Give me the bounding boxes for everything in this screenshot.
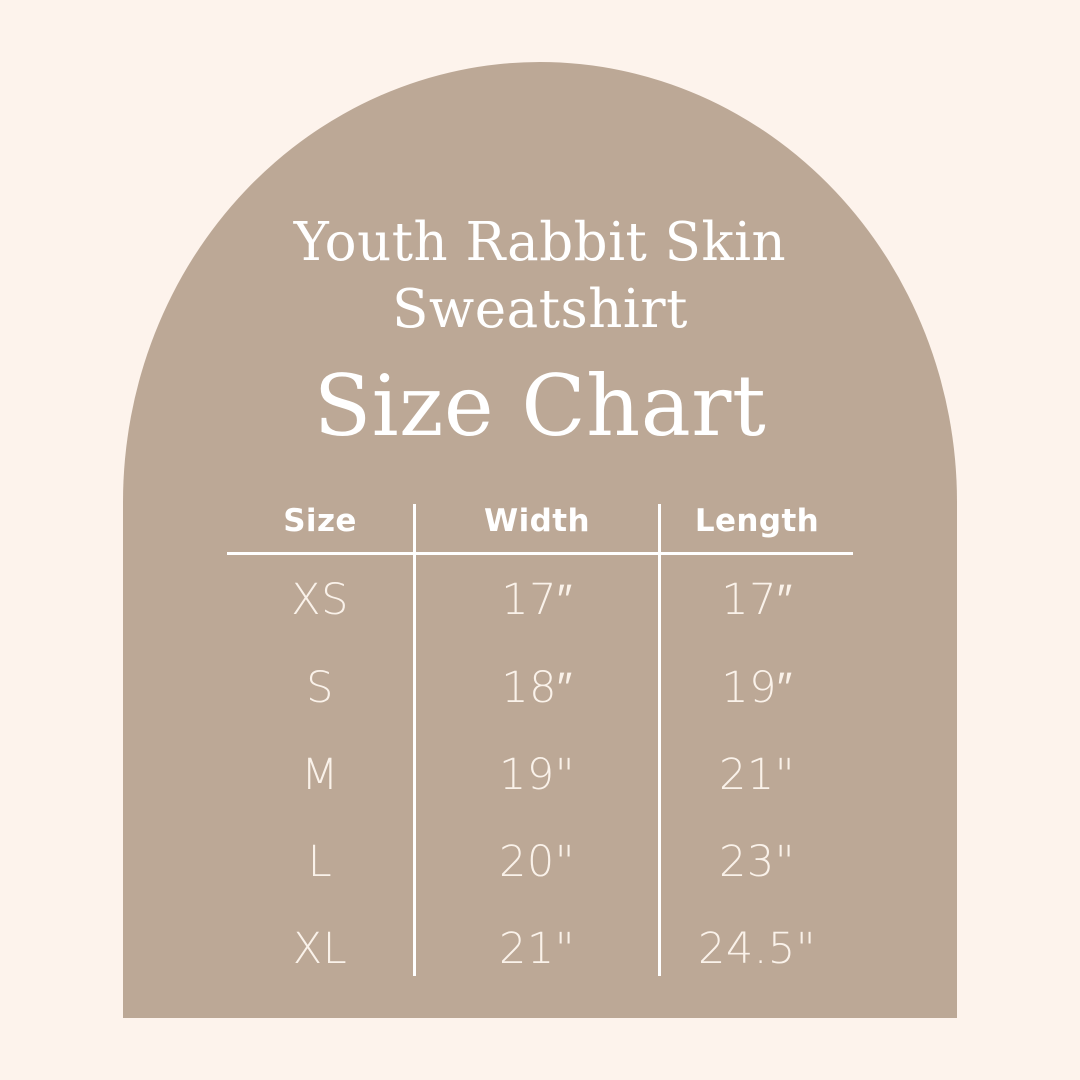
table-row: 23" <box>719 837 795 887</box>
product-title: Youth Rabbit Skin Sweatshirt <box>140 209 940 343</box>
section-heading: Size Chart <box>313 357 767 455</box>
table-row: L <box>307 837 333 887</box>
column-divider-1 <box>413 504 416 976</box>
table-row: 21" <box>719 750 795 800</box>
table-row: 17″ <box>721 575 793 625</box>
column-header-size: Size <box>283 503 357 539</box>
column-header-width: Width <box>484 503 590 539</box>
table-row: 17″ <box>501 575 573 625</box>
table-row: 18″ <box>501 663 573 713</box>
table-row: XS <box>291 575 349 625</box>
column-header-length: Length <box>694 503 820 539</box>
table-row: S <box>306 663 334 713</box>
product-title-line-2: Sweatshirt <box>392 279 688 340</box>
table-row: 20" <box>499 837 575 887</box>
arch-panel <box>123 62 957 1018</box>
table-row: 24.5" <box>697 924 817 974</box>
table-row: 21" <box>499 924 575 974</box>
table-row: 19" <box>499 750 575 800</box>
table-row: M <box>301 750 339 800</box>
table-header-rule <box>227 552 853 555</box>
table-row: XL <box>292 924 348 974</box>
column-divider-2 <box>658 504 661 976</box>
product-title-line-1: Youth Rabbit Skin <box>293 212 787 273</box>
table-row: 19″ <box>721 663 793 713</box>
